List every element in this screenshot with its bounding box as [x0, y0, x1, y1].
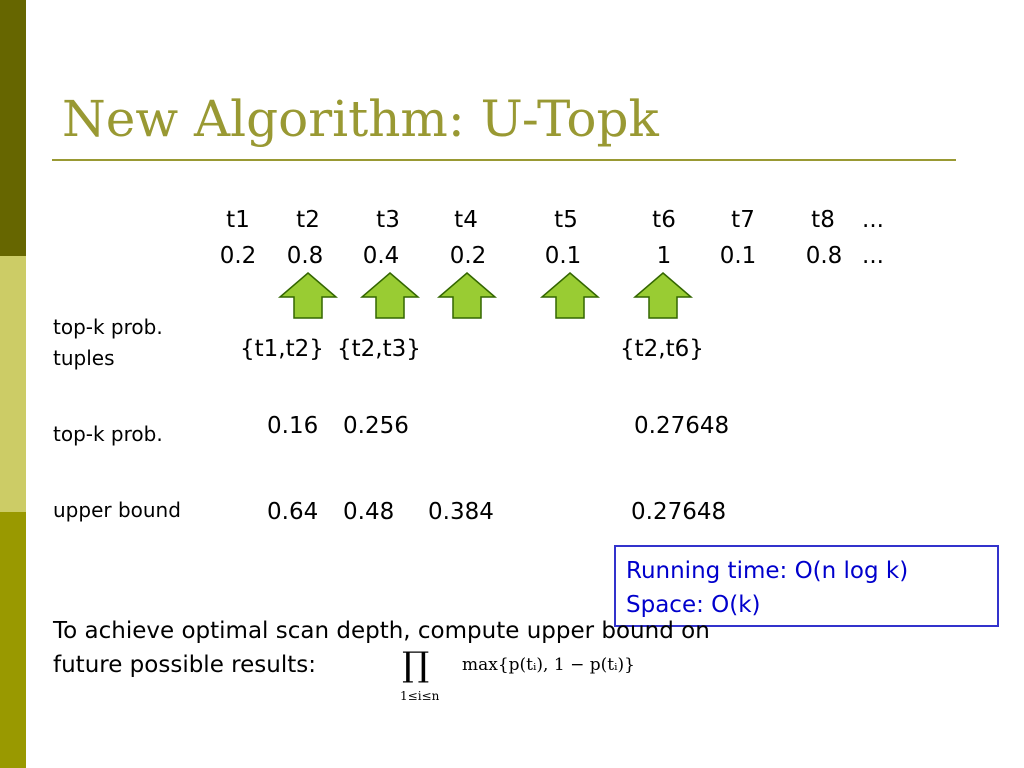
- row-label: tuples: [53, 346, 115, 370]
- tuple-prob: 0.1: [720, 243, 757, 269]
- row-label: upper bound: [53, 498, 181, 522]
- formula-range: 1≤i≤n: [400, 689, 440, 703]
- set: {t1,t2}: [240, 336, 324, 362]
- tuple-prob: 0.1: [545, 243, 582, 269]
- set: {t2,t6}: [620, 336, 704, 362]
- tuple-name: t3: [376, 207, 400, 233]
- tuple-prob: 0.8: [806, 243, 843, 269]
- arrow: [436, 272, 498, 319]
- prob: 0.256: [343, 413, 409, 439]
- tuple-name: t7: [731, 207, 755, 233]
- bound: 0.48: [343, 499, 394, 525]
- tuple-name: t1: [226, 207, 250, 233]
- tuple-prob: 0.2: [220, 243, 257, 269]
- bound: 0.27648: [631, 499, 726, 525]
- tuple-prob: 1: [657, 243, 672, 269]
- complexity-box: [614, 545, 999, 627]
- footer-text: future possible results:: [53, 652, 316, 678]
- set: {t2,t3}: [337, 336, 421, 362]
- side-bar: [0, 256, 26, 512]
- side-bar: [0, 0, 26, 256]
- tuple-name: t8: [811, 207, 835, 233]
- prob: 0.16: [267, 413, 318, 439]
- prob: 0.27648: [634, 413, 729, 439]
- tuple-prob: ...: [862, 243, 884, 269]
- tuple-name: t5: [554, 207, 578, 233]
- formula-body: max{p(tᵢ), 1 − p(tᵢ)}: [462, 655, 635, 675]
- tuple-name: t2: [296, 207, 320, 233]
- footer-text: To achieve optimal scan depth, compute u…: [52, 618, 710, 644]
- side-bar: [0, 512, 26, 768]
- title: New Algorithm: U-Topk: [62, 90, 660, 148]
- arrow: [277, 272, 339, 319]
- tuple-prob: 0.4: [363, 243, 400, 269]
- complexity: Running time: O(n log k): [626, 558, 908, 584]
- tuple-prob: 0.2: [450, 243, 487, 269]
- row-label: top-k prob.: [53, 422, 163, 446]
- tuple-name: t4: [454, 207, 478, 233]
- tuple-prob: 0.8: [287, 243, 324, 269]
- formula-symbol: ∏: [402, 645, 429, 685]
- arrow: [632, 272, 694, 319]
- tuple-table: t1 t2 t3 t4 t5 t6 t7 t8 ... 0.2 0.8 0.4 0.2 0.1 1 0.1 0.…: [220, 207, 884, 269]
- bound: 0.64: [267, 499, 318, 525]
- tuple-name: ...: [862, 207, 884, 233]
- arrow: [539, 272, 601, 319]
- arrows: [277, 272, 694, 319]
- tuple-name: t6: [652, 207, 676, 233]
- row-label: top-k prob.: [53, 315, 163, 339]
- bound: 0.384: [428, 499, 494, 525]
- complexity: Space: O(k): [626, 592, 761, 618]
- arrow: [359, 272, 421, 319]
